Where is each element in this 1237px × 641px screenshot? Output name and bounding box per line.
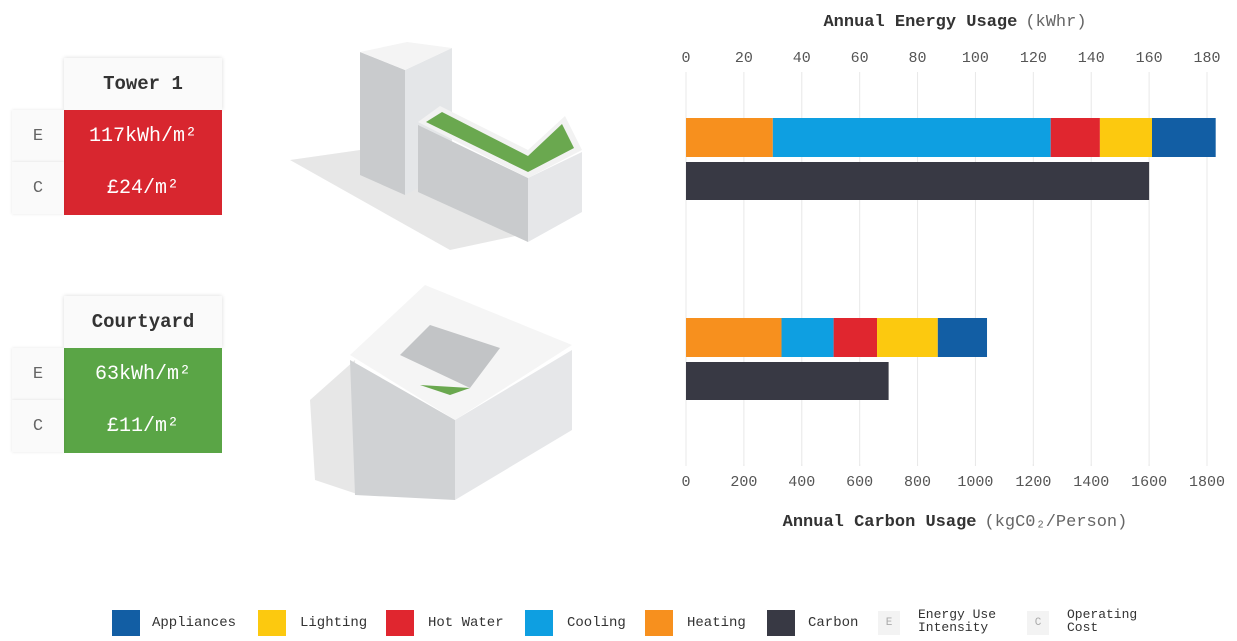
energy-segment [1050, 118, 1100, 157]
x-tick-label: 80 [909, 50, 927, 67]
x2-tick-label: 1600 [1131, 474, 1167, 491]
operating-cost: £24/m² [106, 176, 179, 200]
card-title: Tower 1 [64, 58, 222, 110]
card-letter: C [12, 400, 64, 452]
energy-segment [1152, 118, 1216, 157]
legend-label: Heating [687, 615, 746, 631]
x2-tick-label: 1400 [1073, 474, 1109, 491]
card-letter: E [12, 348, 64, 400]
tower-illustration [290, 42, 582, 250]
x2-tick-label: 0 [681, 474, 690, 491]
x2-tick-label: 600 [846, 474, 873, 491]
legend-key-text: Energy Use Intensity [918, 607, 997, 635]
legend-swatch [386, 610, 414, 636]
card-title: Courtyard [64, 296, 222, 348]
carbon-bar [686, 162, 1150, 200]
title-unit: (kWhr) [1025, 13, 1086, 32]
legend-label: Carbon [808, 615, 859, 631]
legend-key-letter: C [1027, 611, 1049, 635]
x2-title: Annual Carbon Usage (kgC0₂/Person) [783, 513, 1128, 532]
x2-tick-label: 400 [788, 474, 815, 491]
legend-swatch [645, 610, 673, 636]
courtyard-illustration [310, 285, 572, 500]
x2-tick-label: 200 [730, 474, 757, 491]
x-tick-label: 160 [1136, 50, 1163, 67]
legend-swatch [112, 610, 140, 636]
energy-segment [781, 318, 834, 357]
x-tick-label: 120 [1020, 50, 1047, 67]
legend-label: Appliances [152, 615, 237, 631]
legend-key-text: Operating Cost [1067, 607, 1138, 635]
energy-segment [877, 318, 938, 357]
energy-segment [833, 318, 878, 357]
energy-intensity: 63kWh/m² [94, 362, 191, 386]
legend-label: Hot Water [428, 615, 504, 631]
x-tick-label: 0 [681, 50, 690, 67]
x2-tick-label: 1000 [957, 474, 993, 491]
energy-segment [772, 118, 1051, 157]
legend-swatch [258, 610, 286, 636]
x2-tick-label: 1200 [1015, 474, 1051, 491]
carbon-bar [686, 362, 889, 400]
x-tick-label: 20 [735, 50, 753, 67]
card-letter: C [12, 162, 64, 214]
energy-segment [686, 118, 773, 157]
x2-title-text: Annual Carbon Usage [783, 513, 977, 532]
legend-swatch [767, 610, 795, 636]
energy-segment [1099, 118, 1153, 157]
x-tick-label: 60 [851, 50, 869, 67]
x-tick-label: 100 [962, 50, 989, 67]
card-panel [64, 348, 222, 453]
x-tick-label: 40 [793, 50, 811, 67]
energy-intensity: 117kWh/m² [88, 124, 198, 148]
legend-key-letter: E [878, 611, 900, 635]
legend-swatch [525, 610, 553, 636]
energy-segment [937, 318, 988, 357]
card-panel [64, 110, 222, 215]
card-letter: E [12, 110, 64, 162]
x2-tick-label: 1800 [1189, 474, 1225, 491]
x2-title-unit: (kgC0₂/Person) [985, 513, 1128, 532]
x-tick-label: 140 [1078, 50, 1105, 67]
chart-title: Annual Energy Usage (kWhr) [823, 13, 1086, 32]
legend-label: Cooling [567, 615, 626, 631]
legend-label: Lighting [300, 615, 368, 631]
x2-tick-label: 800 [904, 474, 931, 491]
operating-cost: £11/m² [106, 414, 179, 438]
energy-segment [686, 318, 782, 357]
x-tick-label: 180 [1193, 50, 1220, 67]
title-text: Annual Energy Usage [823, 13, 1017, 32]
